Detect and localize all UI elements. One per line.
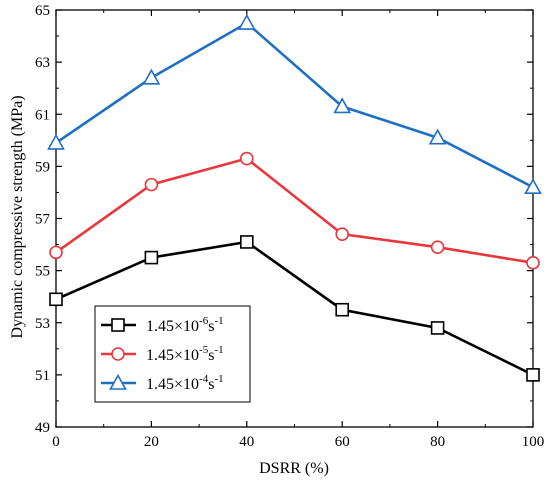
x-tick-label: 80 — [430, 434, 445, 450]
y-tick-label: 55 — [35, 264, 50, 280]
data-point — [49, 292, 63, 307]
y-tick-label: 49 — [35, 420, 50, 436]
data-point — [47, 133, 65, 150]
y-tick-label: 63 — [35, 55, 50, 71]
x-axis-title: DSRR (%) — [259, 460, 329, 477]
data-point — [526, 368, 540, 382]
x-tick-label: 20 — [144, 434, 159, 450]
y-tick-label: 59 — [35, 159, 50, 175]
series-line — [55, 240, 534, 377]
data-point — [142, 68, 161, 85]
x-tick-label: 60 — [335, 434, 350, 450]
y-tick-label: 61 — [35, 107, 50, 123]
data-point — [240, 151, 254, 166]
data-point — [333, 97, 352, 114]
data-point — [144, 250, 159, 265]
legend-marker — [111, 318, 125, 332]
x-tick-label: 0 — [52, 434, 60, 450]
data-point — [240, 235, 254, 249]
data-point — [430, 240, 445, 254]
legend-label: 1.45×10-4s-1 — [146, 373, 224, 393]
legend: 1.45×10-6s-1 1.45×10-5s-1 1.45×10-4s-1 — [94, 305, 251, 403]
series-1 — [49, 235, 540, 382]
legend-label: 1.45×10-5s-1 — [146, 344, 224, 364]
legend-item: 1.45×10-4s-1 — [101, 373, 224, 393]
series-3 — [47, 13, 542, 195]
data-point — [144, 177, 159, 192]
chart-axes: 0 20 40 60 80 100 49 51 53 55 57 59 61 63 65 — [35, 3, 544, 450]
data-point — [524, 178, 542, 195]
y-tick-label: 51 — [35, 368, 50, 384]
series-line — [55, 157, 534, 265]
data-point — [237, 13, 256, 30]
data-point — [335, 302, 350, 317]
data-point — [335, 227, 350, 241]
legend-item: 1.45×10-5s-1 — [101, 344, 224, 364]
series-layer — [47, 13, 542, 382]
data-point — [49, 245, 63, 260]
series-line — [55, 21, 534, 189]
y-tick-label: 53 — [35, 316, 50, 332]
data-point — [428, 128, 447, 145]
data-point — [526, 256, 540, 270]
series-2 — [49, 151, 540, 270]
x-tick-label: 100 — [522, 434, 545, 450]
y-axis-title: Dynamic compressive strength (MPa) — [9, 95, 26, 338]
x-tick-label: 40 — [239, 434, 254, 450]
data-point — [430, 321, 445, 335]
y-tick-label: 65 — [35, 3, 50, 19]
legend-label: 1.45×10-6s-1 — [146, 315, 224, 335]
legend-item: 1.45×10-6s-1 — [101, 315, 224, 335]
legend-marker — [111, 347, 125, 361]
legend-marker — [109, 373, 127, 390]
y-tick-label: 57 — [35, 212, 51, 228]
